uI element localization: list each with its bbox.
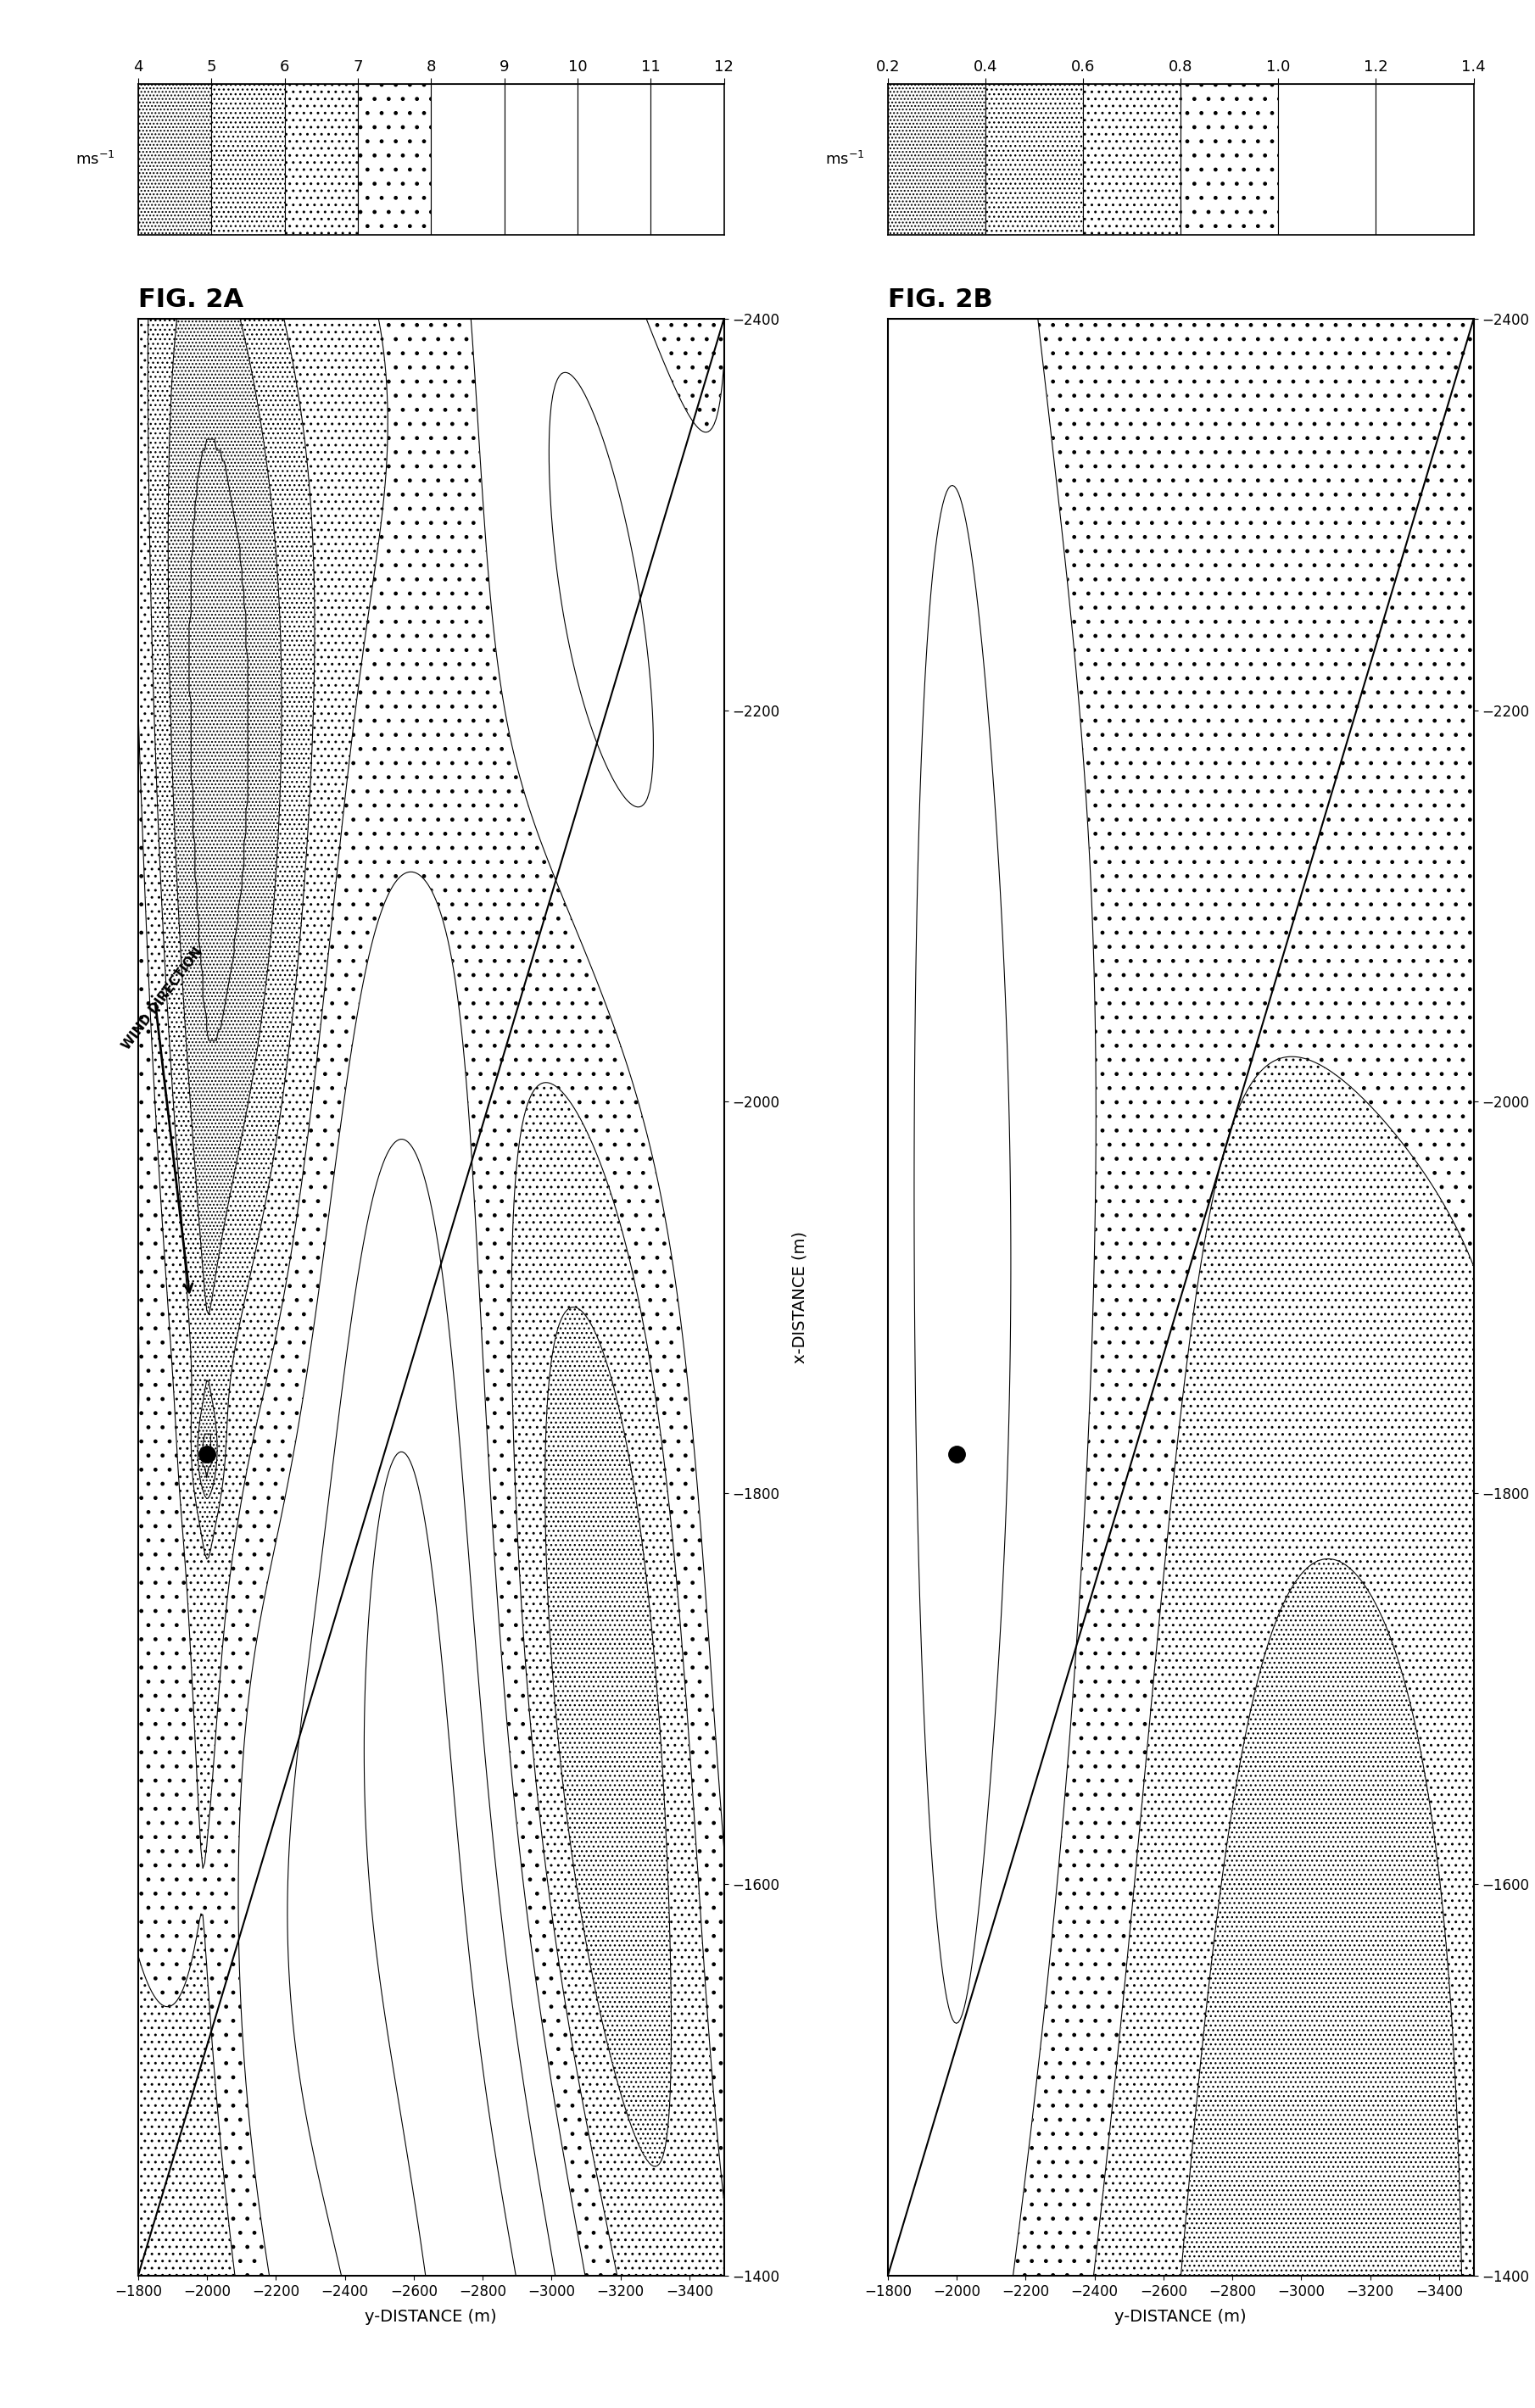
Text: FIG. 2A: FIG. 2A — [138, 289, 244, 313]
Bar — [1180, 84, 1279, 236]
Text: WIND DIRECTION: WIND DIRECTION — [120, 944, 204, 1052]
Bar — [358, 84, 431, 236]
Bar — [284, 84, 358, 236]
Text: FIG. 2B: FIG. 2B — [887, 289, 993, 313]
Bar — [887, 84, 985, 236]
Bar — [1279, 84, 1375, 236]
Text: ms$^{-1}$: ms$^{-1}$ — [75, 152, 115, 169]
Bar — [138, 84, 212, 236]
Bar — [577, 84, 651, 236]
Bar — [651, 84, 725, 236]
X-axis label: y-DISTANCE (m): y-DISTANCE (m) — [365, 2309, 497, 2324]
Bar — [1375, 84, 1474, 236]
Bar — [212, 84, 284, 236]
Bar — [503, 84, 577, 236]
X-axis label: y-DISTANCE (m): y-DISTANCE (m) — [1114, 2309, 1246, 2324]
Bar — [985, 84, 1084, 236]
Y-axis label: x-DISTANCE (m): x-DISTANCE (m) — [792, 1230, 807, 1363]
Bar — [1084, 84, 1180, 236]
Bar — [431, 84, 503, 236]
Text: ms$^{-1}$: ms$^{-1}$ — [824, 152, 864, 169]
